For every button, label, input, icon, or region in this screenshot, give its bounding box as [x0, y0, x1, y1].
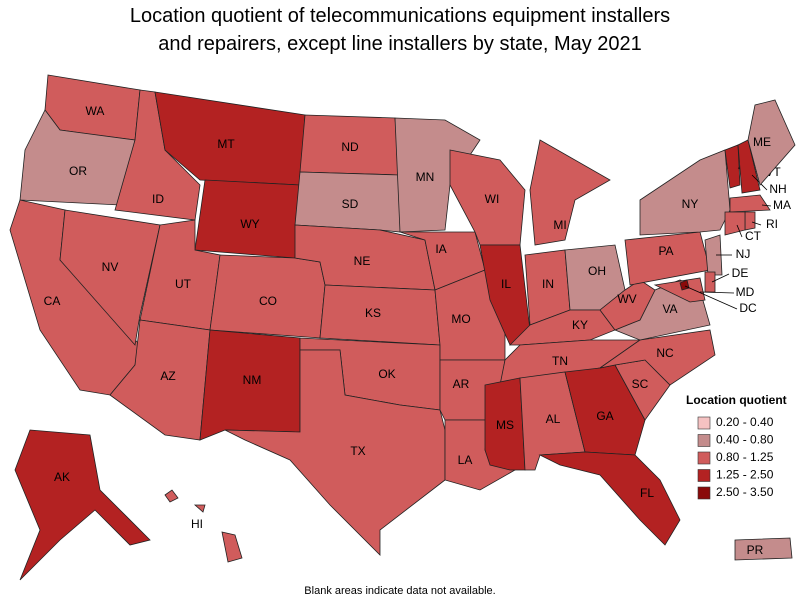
legend-swatch — [697, 434, 711, 447]
legend: Location quotient 0.20 - 0.40 0.40 - 0.80… — [686, 393, 787, 500]
state-label: ND — [341, 140, 359, 154]
state-shape — [599, 279, 656, 331]
state-label: AK — [54, 470, 70, 484]
state-label: ID — [152, 192, 164, 206]
state-shape — [737, 139, 761, 194]
state-label: RI — [766, 217, 778, 231]
state-shape — [59, 209, 161, 346]
state-shape — [724, 144, 741, 189]
state-label: KS — [365, 306, 381, 320]
state-shape — [653, 277, 706, 303]
state-label: MO — [451, 312, 470, 326]
state-label: NY — [682, 197, 699, 211]
state-shape — [164, 489, 179, 503]
state-label: MA — [773, 198, 791, 212]
leader-line — [751, 221, 762, 226]
legend-label: 2.50 - 3.50 — [716, 485, 774, 499]
state-shape — [599, 329, 716, 386]
state-label: TN — [552, 354, 568, 368]
state-label: TX — [350, 444, 365, 458]
state-shape — [529, 139, 611, 246]
state-label: PR — [747, 543, 764, 557]
state-label: CT — [745, 229, 762, 243]
state-shape — [224, 349, 446, 556]
legend-label: 0.80 - 1.25 — [716, 450, 774, 464]
state-label: NC — [656, 346, 674, 360]
leader-line — [761, 204, 772, 207]
state-label: AZ — [160, 369, 175, 383]
state-shape — [193, 504, 206, 513]
legend-swatch — [697, 451, 711, 465]
state-shape — [734, 537, 793, 561]
state-shape — [704, 234, 723, 276]
state-label: MT — [217, 137, 235, 151]
leader-line — [699, 291, 735, 294]
state-label: SC — [632, 377, 649, 391]
state-shape — [704, 271, 716, 293]
state-label: DC — [739, 301, 757, 315]
state-label: KY — [572, 318, 588, 332]
state-label: WV — [617, 292, 636, 306]
state-label: MN — [416, 170, 435, 184]
state-label: MD — [736, 285, 755, 299]
state-label: AL — [546, 412, 561, 426]
state-label: OR — [69, 164, 87, 178]
state-shape — [294, 171, 401, 233]
state-label: NV — [102, 260, 119, 274]
leader-line — [736, 224, 743, 238]
state-label: HI — [191, 517, 203, 531]
state-shape — [538, 451, 681, 546]
legend-label: 1.25 - 2.50 — [716, 468, 774, 482]
state-label: NJ — [736, 247, 751, 261]
state-label: WY — [240, 217, 259, 231]
state-label: CA — [44, 294, 61, 308]
state-label: IN — [542, 277, 554, 291]
state-label: UT — [175, 277, 192, 291]
state-label: NM — [243, 373, 262, 387]
leader-line — [684, 285, 738, 310]
state-label: VA — [662, 302, 677, 316]
states: WA OR CA NV ID MT WY UT AZ CO NM ND SD NE KS OK TX MN IA MO… — [9, 74, 796, 581]
legend-label: 0.40 - 0.80 — [716, 433, 774, 447]
state-label: ME — [753, 135, 771, 149]
state-label: OH — [588, 264, 606, 278]
state-shape — [744, 211, 756, 231]
state-label: GA — [596, 409, 613, 423]
legend-title: Location quotient — [686, 393, 787, 407]
legend-swatch — [697, 469, 711, 482]
state-label: OK — [378, 367, 395, 381]
state-shape — [14, 429, 151, 581]
state-label: MS — [496, 418, 514, 432]
state-label: DE — [732, 266, 749, 280]
title-line: Location quotient of telecommunications … — [130, 5, 670, 55]
state-label: WA — [86, 104, 105, 118]
state-label: NE — [354, 254, 371, 268]
state-label: LA — [458, 453, 473, 467]
legend-label: 0.20 - 0.40 — [716, 415, 774, 429]
state-shape — [639, 149, 731, 236]
state-label: IA — [435, 242, 446, 256]
state-label: AR — [453, 377, 470, 391]
state-label: CO — [259, 294, 277, 308]
title-line-2: and repairers, except line installers by… — [158, 33, 642, 55]
leader-line — [711, 273, 730, 283]
state-label: PA — [658, 244, 673, 258]
legend-swatch — [697, 486, 711, 500]
state-shape — [624, 231, 711, 286]
state-label: SD — [342, 197, 359, 211]
state-shape — [724, 211, 746, 236]
footnote: Blank areas indicate data not available. — [304, 585, 495, 597]
state-label: FL — [640, 486, 654, 500]
state-shape — [221, 531, 243, 563]
state-label: WI — [485, 192, 500, 206]
title-line-1: Location quotient of telecommunications … — [130, 5, 670, 27]
state-shape — [747, 99, 796, 186]
state-label: IL — [501, 277, 511, 291]
state-shape — [729, 194, 771, 213]
state-label: NH — [769, 182, 786, 196]
legend-swatch — [697, 416, 711, 430]
state-label: MI — [553, 218, 566, 232]
